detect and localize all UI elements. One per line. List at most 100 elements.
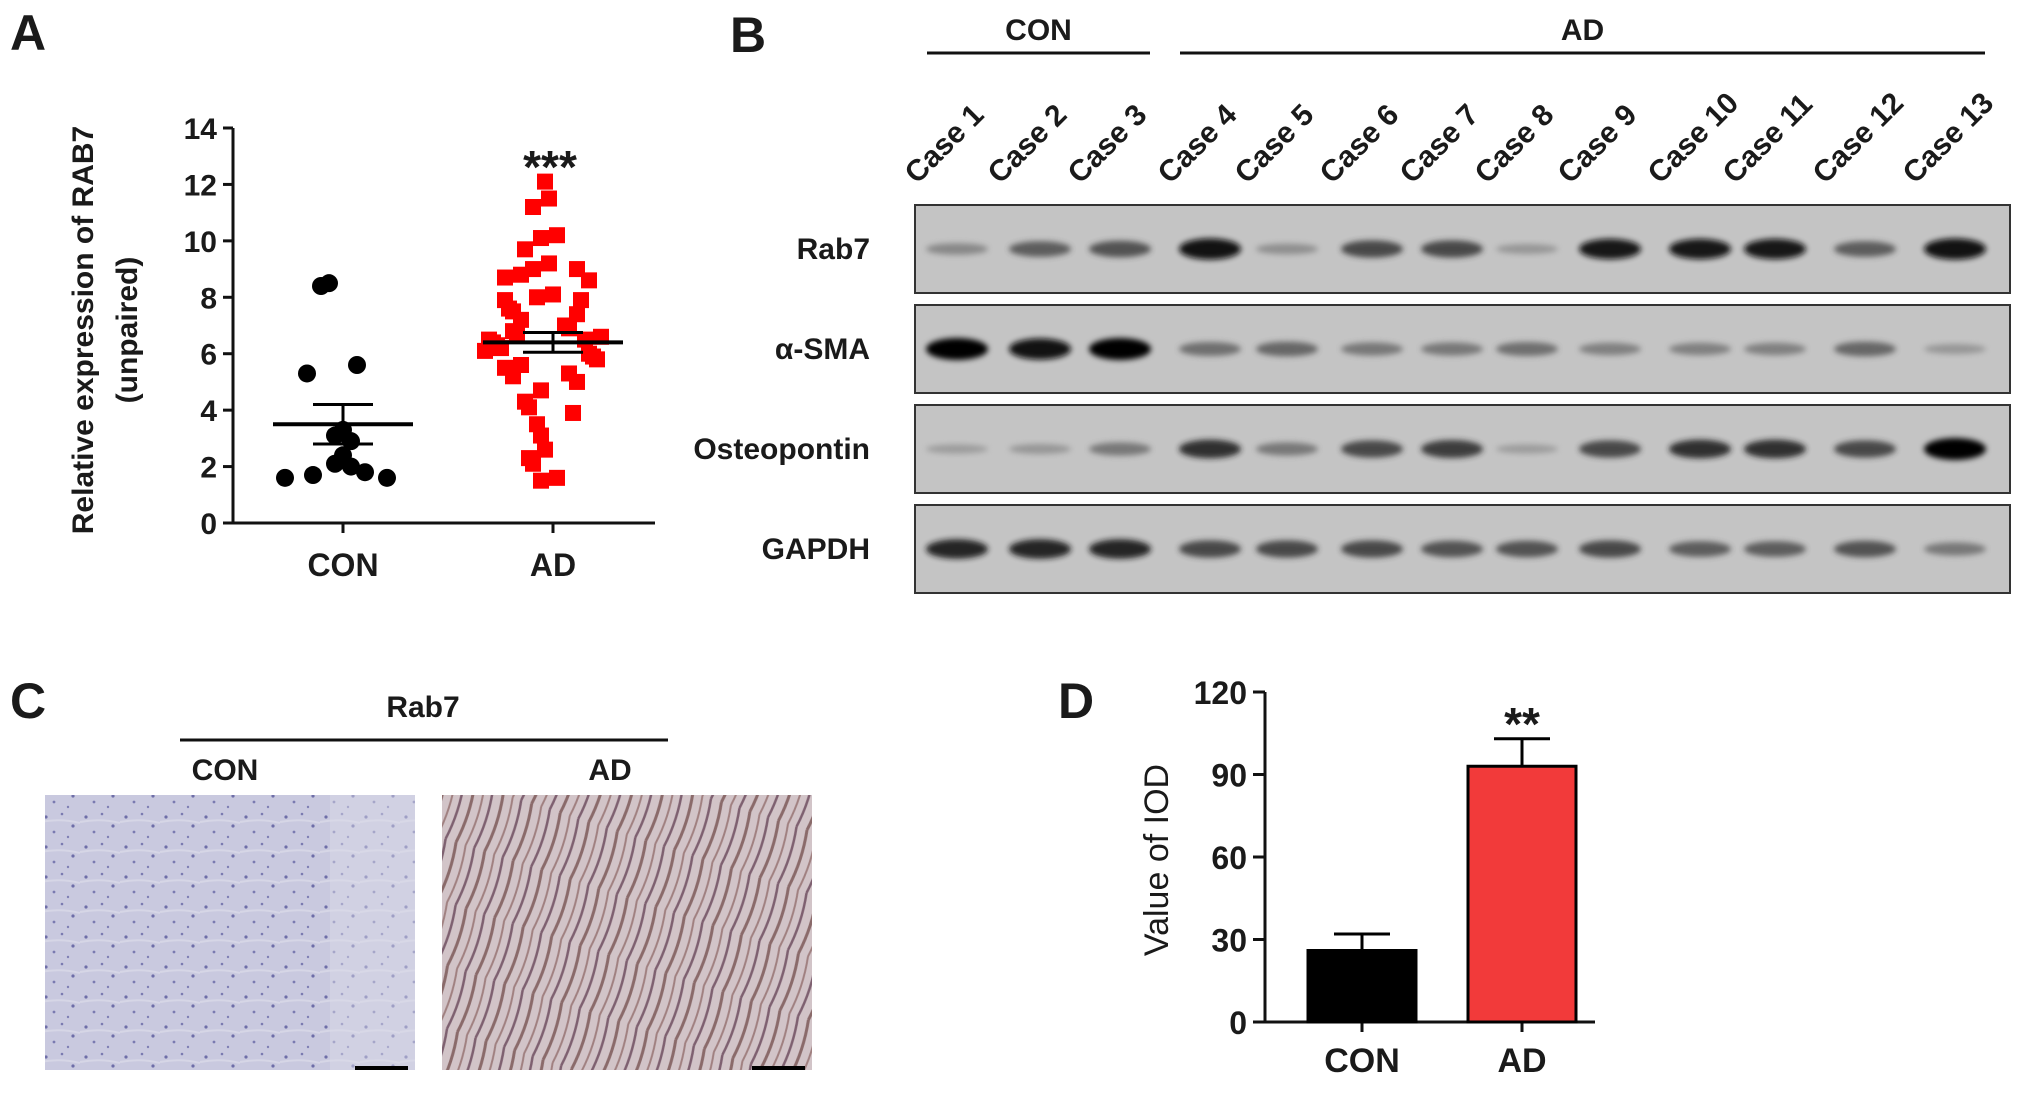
panel-a-scatter: 0 2 4 6 8 10 12 14 CON AD Relative expression of …	[67, 113, 655, 583]
panel-b-band	[1924, 344, 1986, 354]
panel-b-band	[1669, 439, 1731, 459]
panel-b-band	[1496, 342, 1558, 356]
panel-a-point-con	[298, 364, 316, 383]
panel-a-point-ad	[533, 230, 549, 247]
panel-b-band	[1009, 539, 1071, 559]
panel-a-xtick-label: CON	[307, 547, 378, 583]
panel-b-band	[1089, 539, 1151, 559]
panel-b-case-label: Case 1	[899, 98, 991, 190]
panel-b-band	[1341, 440, 1403, 458]
panel-d-significance: **	[1504, 698, 1540, 750]
panel-a-significance: ***	[523, 141, 577, 193]
panel-d-xtick-label: AD	[1497, 1042, 1546, 1080]
panel-a-ytick-label: 4	[200, 395, 217, 428]
panel-b-case-label: Case 8	[1469, 98, 1561, 190]
panel-a-point-ad	[525, 455, 541, 472]
panel-b-band	[1924, 542, 1986, 556]
panel-d-ytick-label: 30	[1211, 923, 1247, 959]
panel-letter-b: B	[730, 7, 766, 63]
panel-a-point-ad	[549, 469, 565, 486]
panel-b-band	[1256, 442, 1318, 456]
panel-d-ytick-label: 90	[1211, 758, 1247, 794]
panel-a-mean-sem	[273, 331, 623, 446]
panel-b-case-label: Case 9	[1552, 98, 1644, 190]
panel-b-band	[1089, 240, 1151, 258]
panel-a-ytick-label: 8	[200, 282, 217, 315]
panel-a-ytick-label: 14	[184, 113, 218, 146]
panel-a-point-ad	[589, 351, 605, 368]
panel-a-ytick-label: 6	[200, 339, 217, 372]
panel-b-band	[1341, 240, 1403, 258]
panel-b-band	[1341, 342, 1403, 356]
panel-a-axes: 0 2 4 6 8 10 12 14 CON AD	[184, 113, 655, 583]
panel-b-band	[1256, 243, 1318, 255]
panel-a-point-con	[342, 432, 360, 451]
panel-b-band	[1421, 540, 1483, 558]
panel-b-band	[1009, 241, 1071, 257]
panel-b-case-label: Case 6	[1314, 98, 1406, 190]
panel-a-point-ad	[521, 399, 537, 416]
panel-a-point-ad	[581, 272, 597, 289]
panel-b-band	[1924, 438, 1986, 460]
panel-a-point-ad	[529, 289, 545, 306]
panel-b-case-label: Case 5	[1229, 98, 1321, 190]
panel-b-band	[1834, 241, 1896, 257]
panel-b-band	[1089, 442, 1151, 456]
panel-b-row-label: Osteopontin	[693, 433, 870, 466]
panel-c-con-image	[45, 795, 415, 1070]
panel-a-point-ad	[517, 241, 533, 258]
panel-b-case-label: Case 7	[1394, 98, 1486, 190]
panel-a-point-ad	[513, 266, 529, 283]
panel-d-bars	[1306, 737, 1578, 1024]
panel-letter-c: C	[10, 673, 46, 729]
panel-a-point-ad	[533, 472, 549, 489]
panel-b-band	[1496, 444, 1558, 454]
panel-a-point-ad	[541, 190, 557, 207]
panel-c-ad-label: AD	[588, 754, 631, 787]
panel-a-point-con	[312, 277, 330, 295]
panel-a-xtick-label: AD	[530, 547, 576, 583]
panel-b-band	[1009, 338, 1071, 360]
panel-b-band	[1579, 440, 1641, 458]
panel-a-point-con	[276, 468, 294, 487]
panel-letter-a: A	[10, 5, 46, 61]
panel-c-con-image-haze	[330, 795, 415, 1070]
panel-d-bar-con	[1306, 949, 1418, 1024]
panel-b-band	[1256, 540, 1318, 558]
panel-a-point-ad	[573, 292, 589, 309]
panel-b-band	[1421, 440, 1483, 458]
panel-b-band	[1669, 541, 1731, 557]
panel-d-bar-chart: 0 30 60 90 120 CON AD Value of IOD **	[1138, 675, 1595, 1080]
panel-c-con-label: CON	[192, 754, 259, 787]
panel-b-group-label-con: CON	[1005, 14, 1072, 47]
panel-c-ad-image	[442, 795, 812, 1070]
panel-b-group-labels: CON AD	[927, 14, 1985, 55]
panel-b-band	[1744, 541, 1806, 557]
panel-b-band	[1179, 342, 1241, 356]
panel-b-band	[1744, 238, 1806, 260]
panel-b-band	[926, 243, 988, 255]
panel-a-ylabel-line2: (unpaired)	[111, 257, 144, 404]
panel-b-case-label: Case 12	[1807, 86, 1911, 190]
panel-b-row-label: Rab7	[797, 233, 870, 266]
panel-a-point-ad	[565, 404, 581, 421]
panel-a-point-con	[304, 466, 322, 485]
panel-d-bar-ad	[1466, 764, 1578, 1024]
panel-b-band	[1496, 540, 1558, 558]
panel-a-point-ad	[509, 325, 525, 342]
panel-a-ytick-label: 10	[184, 226, 217, 259]
panel-a-point-con	[348, 356, 366, 374]
panel-b-band	[926, 444, 988, 454]
panel-d-axes: 0 30 60 90 120 CON AD	[1194, 675, 1595, 1080]
panel-b-band	[1179, 439, 1241, 459]
panel-a-point-ad	[545, 286, 561, 303]
panel-b-band	[1834, 540, 1896, 558]
panel-b-band	[1421, 240, 1483, 258]
panel-b-band	[1834, 341, 1896, 357]
panel-a-point-ad	[541, 255, 557, 272]
panel-d-ytick-label: 60	[1211, 840, 1247, 876]
panel-b-band	[1341, 540, 1403, 558]
panel-a-point-ad	[505, 368, 521, 385]
